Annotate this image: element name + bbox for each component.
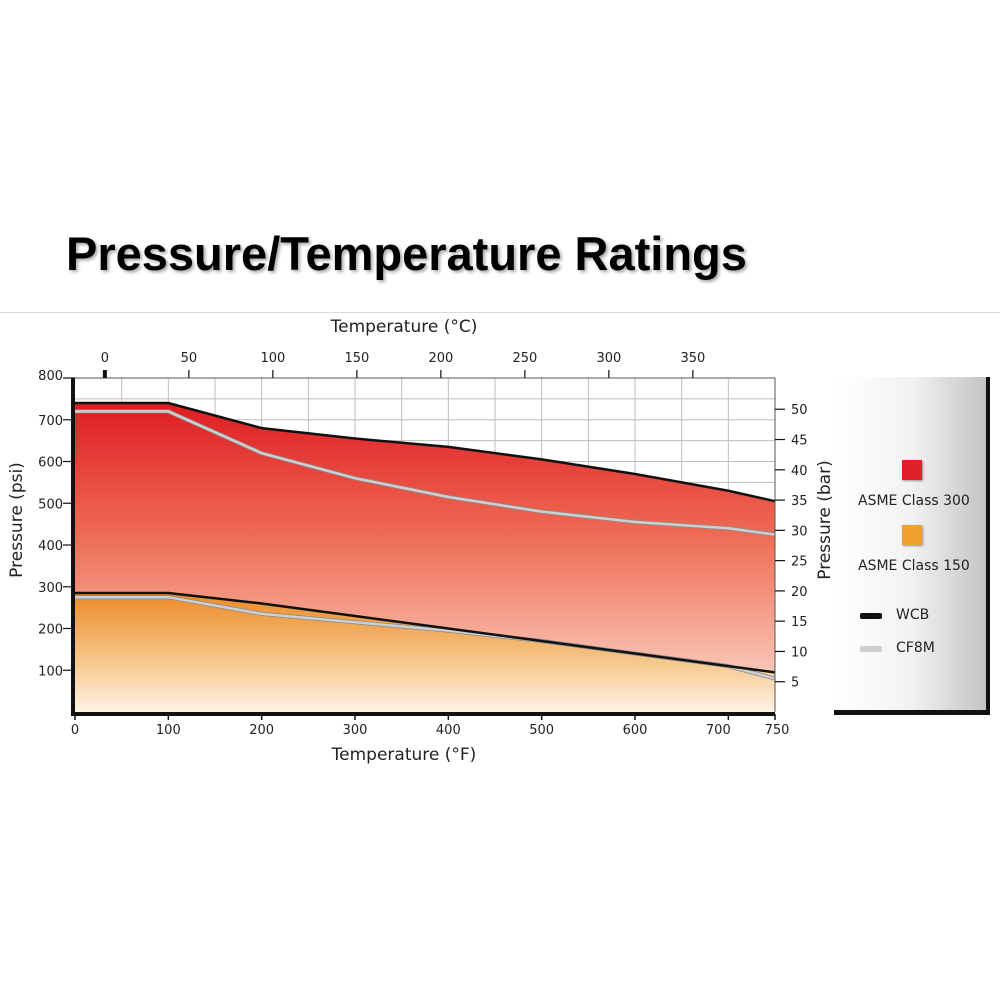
x-top-tick-label: 100 [260,351,285,366]
chart-title: Pressure/Temperature Ratings [66,227,747,280]
x-top-tick-label: 200 [428,351,453,366]
y-left-tick-label: 300 [38,581,63,596]
y-right-tick-label: 30 [791,524,808,539]
legend-panel: ASME Class 300 ASME Class 150 WCB CF8M [836,377,990,711]
x-bottom-tick-label: 300 [343,723,368,738]
divider [0,312,1000,313]
x-bottom-tick-label: 600 [623,723,648,738]
y-right-tick-label: 15 [791,615,808,630]
y-left-tick-label: 600 [38,456,63,471]
x-bottom-axis-label: Temperature (°F) [331,745,477,765]
x-top-tick-label: 50 [181,351,198,366]
x-top-tick-label: 0 [101,351,109,366]
y-right-tick-label: 10 [791,645,808,660]
x-bottom-tick-label: 500 [529,723,554,738]
x-bottom-tick-label: 200 [249,723,274,738]
area-layer [75,403,775,712]
y-left-axis-label: Pressure (psi) [7,462,27,578]
x-bottom-tick-label: 0 [71,723,79,738]
legend-floor [834,710,990,715]
x-bottom-tick-label: 400 [436,723,461,738]
y-right-tick-label: 35 [791,494,808,509]
x-top-tick-label: 350 [680,351,705,366]
y-right-tick-label: 5 [791,676,799,691]
y-left-tick-label: 100 [38,664,63,679]
line-class300-cf8m [75,410,776,536]
y-left-tick-label: 700 [38,414,63,429]
x-top-tick-label: 250 [512,351,537,366]
axes: 0 100 200 300 400 500 600 700 750 0 50 100 150 200 250… [38,351,807,738]
legend-label-wcb: WCB [896,607,930,623]
y-left-tick-label: 400 [38,539,63,554]
y-right-tick-label: 50 [791,403,808,418]
y-right-tick-label: 25 [791,555,808,570]
y-right-axis-label: Pressure (bar) [815,460,835,579]
y-right-tick-label: 45 [791,434,808,449]
x-top-tick-label: 300 [596,351,621,366]
legend-swatch-class300 [902,460,922,480]
line-layer [75,401,776,681]
y-left-tick-label: 800 [38,369,63,384]
line-class150-wcb [75,591,776,674]
line-class300-wcb [75,401,776,503]
x-bottom-tick-label: 700 [706,723,731,738]
legend-label-cf8m: CF8M [896,640,935,656]
x-bottom-tick-label: 100 [156,723,181,738]
area-class150 [75,593,775,712]
y-right-tick-label: 20 [791,585,808,600]
legend-label-class300: ASME Class 300 [858,493,970,509]
legend-label-class150: ASME Class 150 [858,558,970,574]
y-left-tick-label: 500 [38,497,63,512]
x-top-axis-label: Temperature (°C) [330,317,478,337]
x-top-tick-label: 150 [344,351,369,366]
legend-line-cf8m [860,646,882,652]
legend-swatch-class150 [902,525,922,545]
x-bottom-tick-label: 750 [765,723,790,738]
y-left-tick-label: 200 [38,623,63,638]
legend-line-wcb [860,613,882,619]
y-right-tick-label: 40 [791,464,808,479]
